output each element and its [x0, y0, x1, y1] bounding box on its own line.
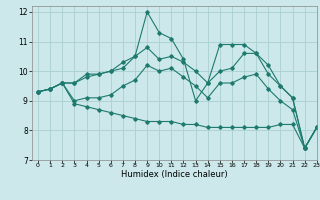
X-axis label: Humidex (Indice chaleur): Humidex (Indice chaleur) — [121, 170, 228, 179]
